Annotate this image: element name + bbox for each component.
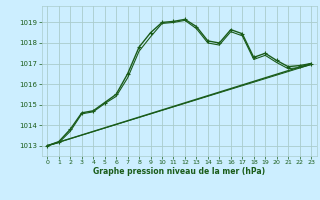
X-axis label: Graphe pression niveau de la mer (hPa): Graphe pression niveau de la mer (hPa)	[93, 167, 265, 176]
